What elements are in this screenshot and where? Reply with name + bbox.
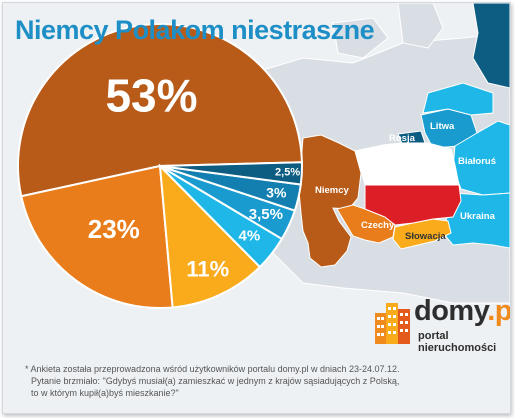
map-background-land xyxy=(397,3,444,49)
pie-slice-label: 4% xyxy=(239,228,261,245)
map-label-litwa: Litwa xyxy=(430,121,455,132)
pie-slice-label: 2,5% xyxy=(275,167,300,179)
logo-tagline: portal nieruchomości xyxy=(418,330,497,354)
pie-slice-label: 3,5% xyxy=(249,206,283,223)
page-title: Niemcy Polakom niestraszne xyxy=(15,15,375,45)
infographic: 53% 23% 11% 4% 3,5% 3% 2,5% Rosja Litwa Białor… xyxy=(2,2,511,414)
map-label-czechy: Czechy xyxy=(361,220,395,231)
map-label-bialorus: Białoruś xyxy=(458,156,496,167)
footnote-line: Pytanie brzmiało: "Gdybyś musiał(a) zami… xyxy=(31,376,400,386)
map-label-niemcy: Niemcy xyxy=(315,185,350,196)
map-label-rosja: Rosja xyxy=(389,133,416,144)
pie-chart: 53% 23% 11% 4% 3,5% 3% 2,5% xyxy=(17,23,303,309)
map-russia-north xyxy=(472,3,510,89)
map-latvia xyxy=(422,82,494,116)
footnote-line: to w którym kupił(a)byś mieszkanie?" xyxy=(31,388,179,398)
map-label-slowacja: Słowacja xyxy=(405,231,446,242)
logo-name: domy xyxy=(414,295,488,327)
buildings-icon xyxy=(375,303,410,344)
map-labels: Rosja Litwa Białoruś Niemcy Czechy Słowa… xyxy=(315,121,496,242)
logo-domain: .pl xyxy=(487,295,511,327)
pie-slice xyxy=(20,164,174,309)
pie-slice-label: 23% xyxy=(88,214,140,244)
map-label-ukraina: Ukraina xyxy=(460,211,496,222)
scene: 53% 23% 11% 4% 3,5% 3% 2,5% Rosja Litwa Białor… xyxy=(17,3,510,309)
pie-slice xyxy=(158,163,262,309)
pie-slice-label: 3% xyxy=(266,185,287,201)
pie-slice-label: 53% xyxy=(105,70,197,122)
map-background-land xyxy=(332,17,389,59)
domy-logo: domy.pl portal nieruchomości xyxy=(374,295,510,354)
footnote: * Ankieta została przeprowadzona wśród u… xyxy=(25,363,505,399)
logo-wordmark: domy.pl xyxy=(414,295,511,328)
footnote-line: * Ankieta została przeprowadzona wśród u… xyxy=(25,364,400,374)
pie-slice xyxy=(17,23,303,198)
europe-map xyxy=(252,3,510,304)
map-poland-red xyxy=(364,184,462,226)
pie-slice xyxy=(159,161,303,186)
map-poland-white xyxy=(354,142,460,186)
pie-slice-label: 11% xyxy=(186,257,229,282)
